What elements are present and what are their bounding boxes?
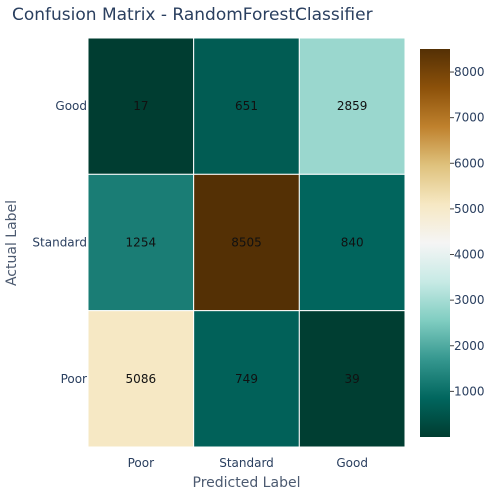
cell-value-label: 840 [341,236,364,250]
cell-value-label: 8505 [231,236,262,250]
heatmap-cell [87,37,195,175]
x-axis-ticks: Poor Standard Good [128,456,368,470]
y-axis-title: Actual Label [4,200,20,286]
x-tick-label: Poor [128,456,154,470]
chart-title: Confusion Matrix - RandomForestClassifie… [12,5,373,25]
cell-value-label: 651 [235,99,258,113]
colorbar-ticks: 1000 2000 3000 4000 5000 6000 7000 8000 [450,65,485,398]
y-tick-label: Poor [61,372,87,386]
cell-value-label: 17 [133,99,148,113]
colorbar-tick-label: 3000 [454,293,485,307]
colorbar-tick-label: 2000 [454,339,485,353]
colorbar-tick-label: 6000 [454,156,485,170]
colorbar-tick-label: 4000 [454,248,485,262]
colorbar-tick-label: 1000 [454,384,485,398]
x-tick-label: Standard [219,456,274,470]
heatmap-cell [298,310,406,448]
colorbar-tick-label: 7000 [454,111,485,125]
x-tick-label: Good [336,456,368,470]
colorbar [420,49,450,437]
heatmap-cell [193,173,300,312]
heatmap-cell [87,173,195,312]
heatmap-cells [87,37,406,448]
y-axis-ticks: Good Standard Poor [32,99,87,386]
cell-value-label: 2859 [337,99,368,113]
y-tick-label: Good [55,99,87,113]
cell-value-label: 39 [345,372,360,386]
heatmap-cell [193,310,300,448]
x-axis-title: Predicted Label [193,475,301,491]
heatmap-cell [298,37,406,175]
colorbar-tick-label: 5000 [454,202,485,216]
y-tick-label: Standard [32,236,87,250]
heatmap-cell [193,37,300,175]
colorbar-tick-label: 8000 [454,65,485,79]
heatmap-cell [298,173,406,312]
heatmap-cell-labels: 17 651 2859 1254 8505 840 5086 749 39 [126,99,368,386]
cell-value-label: 5086 [126,372,157,386]
heatmap-cell [87,310,195,448]
cell-value-label: 749 [235,372,258,386]
cell-value-label: 1254 [126,236,157,250]
